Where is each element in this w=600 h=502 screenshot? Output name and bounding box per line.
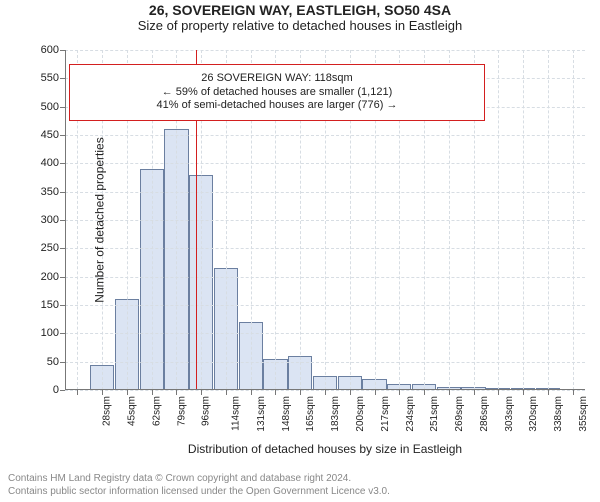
x-tick-mark <box>127 390 128 395</box>
x-tick-mark <box>251 390 252 395</box>
x-tick-label: 131sqm <box>256 396 267 432</box>
x-tick-mark <box>102 390 103 395</box>
y-tick-mark <box>60 390 65 391</box>
y-tick-label: 500 <box>41 101 59 113</box>
page-subtitle: Size of property relative to detached ho… <box>0 18 600 33</box>
y-tick-label: 550 <box>41 72 59 84</box>
y-axis-line <box>65 50 66 390</box>
x-tick-mark <box>449 390 450 395</box>
chart-plot-area: 26 SOVEREIGN WAY: 118sqm← 59% of detache… <box>65 50 585 390</box>
x-tick-label: 79sqm <box>176 396 187 426</box>
x-tick-label: 200sqm <box>355 396 366 432</box>
y-tick-mark <box>60 220 65 221</box>
x-axis-title: Distribution of detached houses by size … <box>65 442 585 456</box>
y-tick-label: 450 <box>41 129 59 141</box>
y-tick-label: 250 <box>41 242 59 254</box>
x-tick-mark <box>548 390 549 395</box>
x-tick-mark <box>424 390 425 395</box>
y-tick-mark <box>60 362 65 363</box>
x-tick-label: 96sqm <box>201 396 212 426</box>
y-tick-label: 50 <box>47 356 59 368</box>
y-tick-mark <box>60 305 65 306</box>
x-tick-mark <box>201 390 202 395</box>
y-tick-mark <box>60 78 65 79</box>
y-tick-label: 350 <box>41 186 59 198</box>
x-tick-label: 303sqm <box>504 396 515 432</box>
y-tick-mark <box>60 277 65 278</box>
info-box-line: 26 SOVEREIGN WAY: 118sqm <box>70 72 484 86</box>
x-tick-label: 251sqm <box>429 396 440 432</box>
y-axis-title: Number of detached properties <box>93 137 107 302</box>
info-box: 26 SOVEREIGN WAY: 118sqm← 59% of detache… <box>69 64 485 121</box>
x-tick-label: 183sqm <box>330 396 341 432</box>
y-tick-mark <box>60 135 65 136</box>
y-tick-label: 200 <box>41 271 59 283</box>
x-tick-label: 148sqm <box>281 396 292 432</box>
y-tick-label: 400 <box>41 157 59 169</box>
x-tick-mark <box>573 390 574 395</box>
x-tick-mark <box>399 390 400 395</box>
x-tick-label: 234sqm <box>405 396 416 432</box>
grid-line-v <box>523 50 524 390</box>
y-tick-label: 150 <box>41 299 59 311</box>
x-tick-label: 165sqm <box>306 396 317 432</box>
x-tick-label: 217sqm <box>380 396 391 432</box>
x-tick-mark <box>152 390 153 395</box>
x-tick-label: 338sqm <box>553 396 564 432</box>
y-tick-mark <box>60 163 65 164</box>
y-tick-mark <box>60 50 65 51</box>
page: 26, SOVEREIGN WAY, EASTLEIGH, SO50 4SA S… <box>0 2 600 502</box>
x-tick-label: 286sqm <box>479 396 490 432</box>
x-tick-label: 28sqm <box>102 396 113 426</box>
y-tick-label: 0 <box>53 384 59 396</box>
attribution-line: Contains public sector information licen… <box>8 486 390 499</box>
y-tick-label: 600 <box>41 44 59 56</box>
x-tick-mark <box>474 390 475 395</box>
grid-line-v <box>498 50 499 390</box>
attribution-line: Contains HM Land Registry data © Crown c… <box>8 473 390 486</box>
x-tick-label: 355sqm <box>578 396 589 432</box>
y-tick-mark <box>60 248 65 249</box>
x-tick-label: 45sqm <box>127 396 138 426</box>
info-box-line: 41% of semi-detached houses are larger (… <box>70 99 484 113</box>
x-tick-mark <box>375 390 376 395</box>
x-tick-mark <box>523 390 524 395</box>
x-tick-label: 114sqm <box>231 396 242 431</box>
x-tick-mark <box>325 390 326 395</box>
x-tick-mark <box>275 390 276 395</box>
x-tick-mark <box>350 390 351 395</box>
y-tick-label: 100 <box>41 327 59 339</box>
y-tick-label: 300 <box>41 214 59 226</box>
x-tick-label: 320sqm <box>528 396 539 432</box>
x-tick-mark <box>226 390 227 395</box>
y-tick-mark <box>60 107 65 108</box>
info-box-line: ← 59% of detached houses are smaller (1,… <box>70 86 484 100</box>
plot-area: 26 SOVEREIGN WAY: 118sqm← 59% of detache… <box>65 50 585 390</box>
x-tick-mark <box>300 390 301 395</box>
grid-line-v <box>548 50 549 390</box>
attribution: Contains HM Land Registry data © Crown c… <box>8 473 390 498</box>
grid-line-v <box>573 50 574 390</box>
y-tick-mark <box>60 333 65 334</box>
x-tick-label: 269sqm <box>454 396 465 432</box>
x-tick-mark <box>498 390 499 395</box>
x-tick-mark <box>77 390 78 395</box>
y-tick-mark <box>60 192 65 193</box>
page-title: 26, SOVEREIGN WAY, EASTLEIGH, SO50 4SA <box>0 2 600 18</box>
x-tick-label: 62sqm <box>151 396 162 426</box>
x-tick-mark <box>176 390 177 395</box>
